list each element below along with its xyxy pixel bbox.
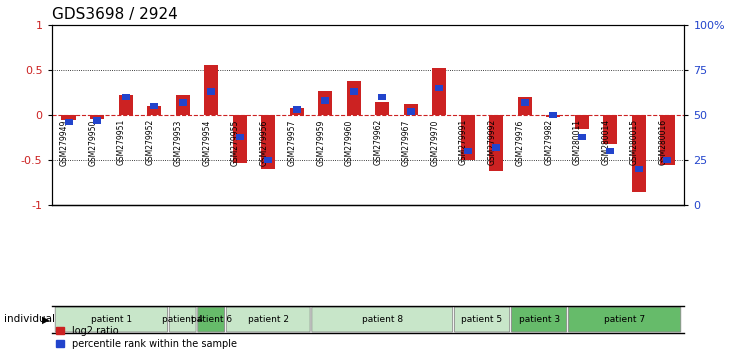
Text: patient 6: patient 6 [191, 315, 232, 324]
FancyBboxPatch shape [512, 307, 567, 332]
Bar [147, 106, 161, 115]
Bar [90, 115, 105, 119]
Bar [517, 97, 532, 115]
Bar [432, 68, 447, 115]
Text: GSM279950: GSM279950 [88, 119, 97, 166]
FancyBboxPatch shape [454, 307, 510, 332]
Bar [65, 119, 73, 125]
Text: GSM279949: GSM279949 [60, 119, 68, 166]
Bar [578, 133, 586, 140]
Bar [635, 166, 643, 172]
FancyBboxPatch shape [55, 307, 168, 332]
Bar [631, 115, 646, 192]
Bar [208, 88, 215, 95]
Bar [606, 148, 615, 154]
Bar [289, 108, 304, 115]
Bar [492, 144, 500, 151]
Bar [318, 91, 333, 115]
Text: GSM279970: GSM279970 [431, 119, 439, 166]
Text: patient 2: patient 2 [248, 315, 289, 324]
Bar [150, 103, 158, 109]
Bar [118, 95, 132, 115]
Text: GSM279952: GSM279952 [145, 119, 154, 165]
Text: GSM279960: GSM279960 [344, 119, 354, 166]
FancyBboxPatch shape [226, 307, 310, 332]
Bar [436, 85, 443, 91]
Bar [489, 115, 503, 171]
Bar [233, 115, 247, 163]
Legend: log2 ratio, percentile rank within the sample: log2 ratio, percentile rank within the s… [57, 326, 237, 349]
Text: GSM279967: GSM279967 [402, 119, 411, 166]
Text: patient 3: patient 3 [518, 315, 559, 324]
Bar [322, 97, 329, 104]
Bar [546, 115, 560, 117]
FancyBboxPatch shape [312, 307, 453, 332]
Text: GSM279955: GSM279955 [230, 119, 240, 166]
Bar [375, 102, 389, 115]
Bar [93, 117, 101, 124]
Text: patient 4: patient 4 [162, 315, 203, 324]
Text: GSM280014: GSM280014 [601, 119, 610, 165]
Text: GSM279982: GSM279982 [545, 119, 553, 165]
Bar [378, 94, 386, 100]
Bar [403, 104, 418, 115]
Text: GSM279976: GSM279976 [516, 119, 525, 166]
Bar [293, 107, 300, 113]
Text: GSM279959: GSM279959 [316, 119, 325, 166]
Bar [604, 115, 618, 144]
FancyBboxPatch shape [568, 307, 681, 332]
Text: patient 1: patient 1 [91, 315, 132, 324]
FancyBboxPatch shape [169, 307, 196, 332]
Bar [663, 157, 671, 163]
FancyBboxPatch shape [198, 307, 224, 332]
Bar [461, 115, 475, 160]
Text: GSM279951: GSM279951 [116, 119, 126, 165]
Text: GSM279954: GSM279954 [202, 119, 211, 166]
Bar [261, 115, 275, 169]
Bar [464, 148, 472, 154]
Text: GSM279991: GSM279991 [459, 119, 468, 165]
Text: ▶: ▶ [42, 314, 49, 325]
Bar [204, 65, 219, 115]
Bar [549, 112, 557, 118]
Text: GSM279962: GSM279962 [373, 119, 382, 165]
Bar [350, 88, 358, 95]
Text: GSM280016: GSM280016 [659, 119, 668, 165]
Text: GSM280015: GSM280015 [630, 119, 639, 165]
Text: GSM279957: GSM279957 [288, 119, 297, 166]
Text: GDS3698 / 2924: GDS3698 / 2924 [52, 7, 177, 22]
Text: GSM280011: GSM280011 [573, 119, 582, 165]
Bar [236, 133, 244, 140]
Bar [575, 115, 589, 129]
Bar [121, 94, 130, 100]
Bar [347, 81, 361, 115]
Bar [176, 95, 190, 115]
Bar [179, 99, 187, 105]
Text: patient 5: patient 5 [461, 315, 503, 324]
Text: GSM279992: GSM279992 [487, 119, 496, 165]
Bar [407, 108, 414, 115]
Text: GSM279956: GSM279956 [259, 119, 268, 166]
Text: GSM279953: GSM279953 [174, 119, 183, 166]
Bar [264, 157, 272, 163]
Text: patient 7: patient 7 [604, 315, 645, 324]
Text: individual: individual [4, 314, 54, 325]
Bar [521, 99, 528, 105]
Bar [660, 115, 674, 165]
Text: patient 8: patient 8 [361, 315, 403, 324]
Bar [62, 115, 76, 120]
